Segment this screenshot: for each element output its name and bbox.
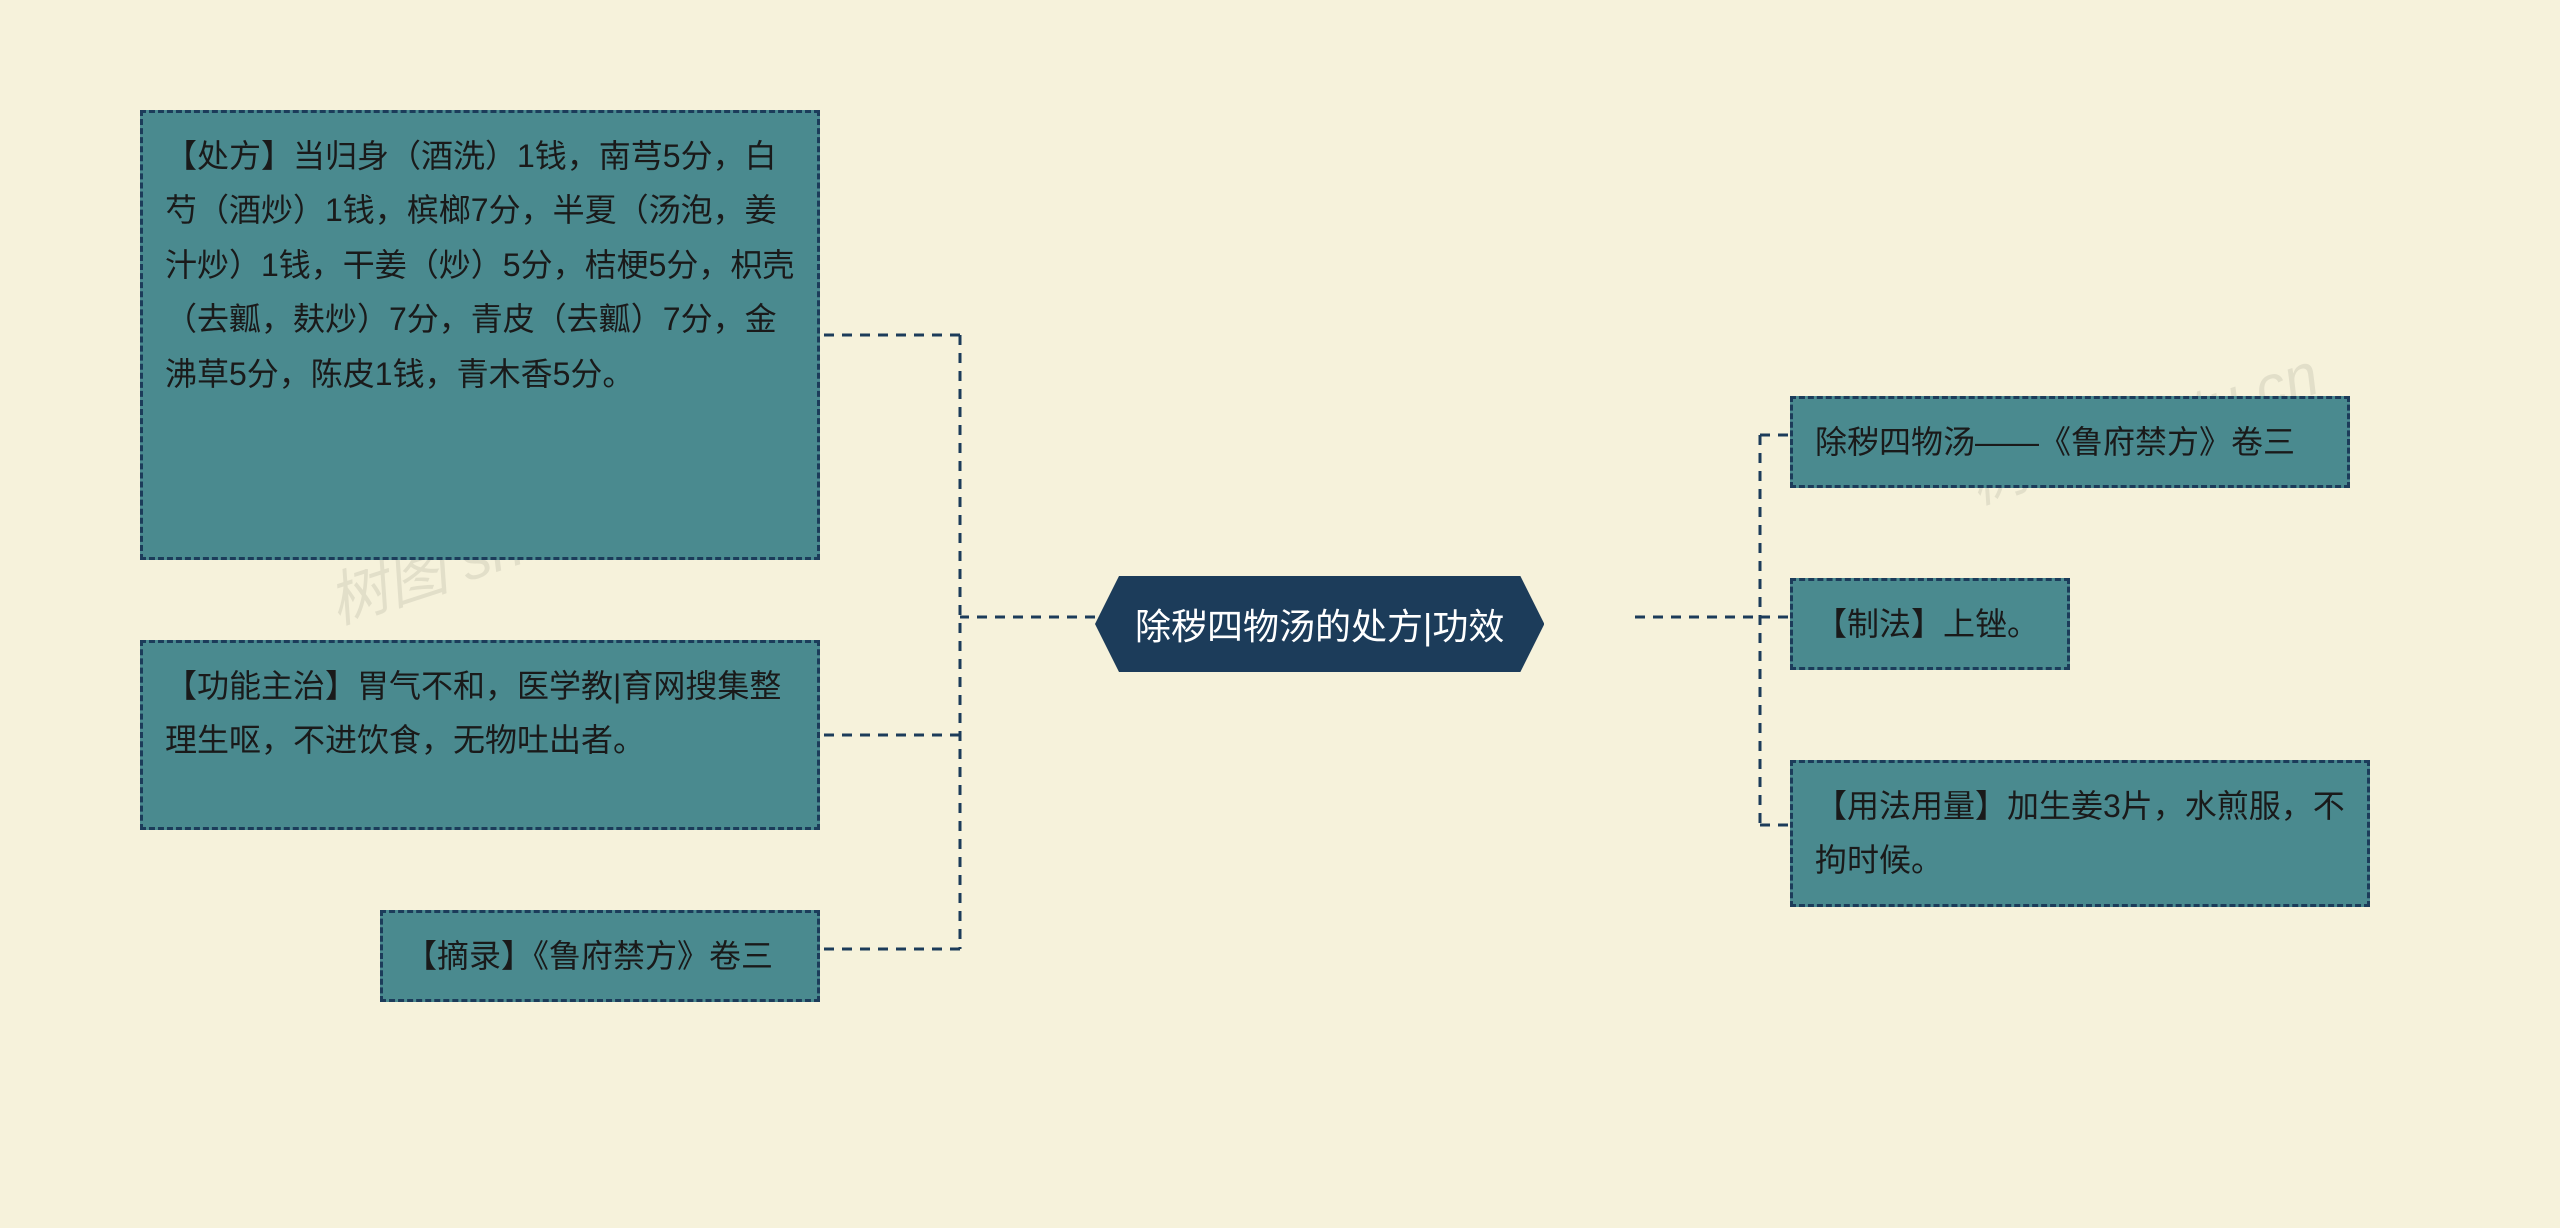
mindmap-canvas: 除秽四物汤的处方|功效 树图 shutu.cn 树图 shutu.cn 【处方】… (0, 0, 2560, 1228)
center-node: 除秽四物汤的处方|功效 (1095, 576, 1544, 672)
leaf-method: 【制法】上锉。 (1790, 578, 2070, 670)
leaf-usage: 【用法用量】加生姜3片，水煎服，不拘时候。 (1790, 760, 2370, 907)
leaf-excerpt: 【摘录】《鲁府禁方》卷三 (380, 910, 820, 1002)
leaf-source: 除秽四物汤——《鲁府禁方》卷三 (1790, 396, 2350, 488)
leaf-prescription: 【处方】当归身（酒洗）1钱，南芎5分，白芍（酒炒）1钱，槟榔7分，半夏（汤泡，姜… (140, 110, 820, 560)
leaf-indication: 【功能主治】胃气不和，医学教|育网搜集整理生呕，不进饮食，无物吐出者。 (140, 640, 820, 830)
